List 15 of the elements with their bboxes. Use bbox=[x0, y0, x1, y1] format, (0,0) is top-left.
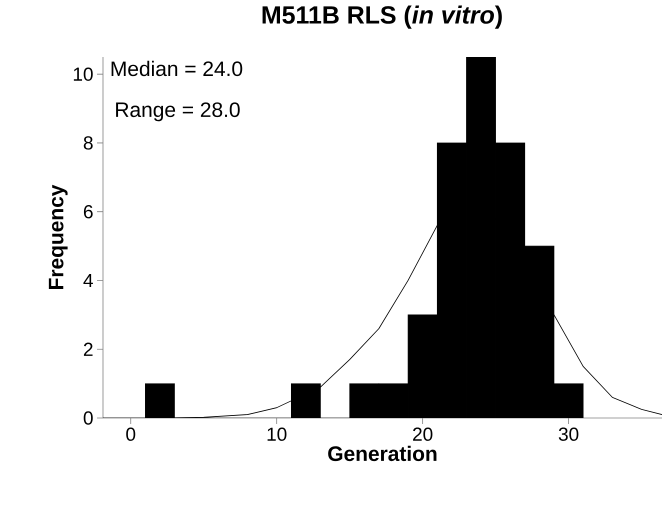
y-tick-label: 0 bbox=[84, 411, 93, 425]
x-tick-label: 0 bbox=[126, 427, 136, 441]
annotation: Median = 24.0 bbox=[112, 60, 242, 76]
x-axis-title: Generation bbox=[328, 446, 436, 462]
x-tick-label: 30 bbox=[558, 427, 578, 441]
x-tick-label: 10 bbox=[268, 427, 286, 441]
y-tick-label: 4 bbox=[83, 274, 93, 287]
y-tick-label: 6 bbox=[84, 205, 93, 218]
y-tick-label: 10 bbox=[74, 67, 93, 81]
y-axis-title: Frequency bbox=[48, 184, 68, 289]
y-tick-label: 2 bbox=[84, 342, 93, 356]
x-tick-label: 20 bbox=[413, 427, 432, 441]
y-tick-label: 8 bbox=[84, 136, 93, 150]
annotation: Range = 28.0 bbox=[116, 102, 240, 122]
chart-title: M511B RLS (in vitro) bbox=[262, 6, 502, 29]
